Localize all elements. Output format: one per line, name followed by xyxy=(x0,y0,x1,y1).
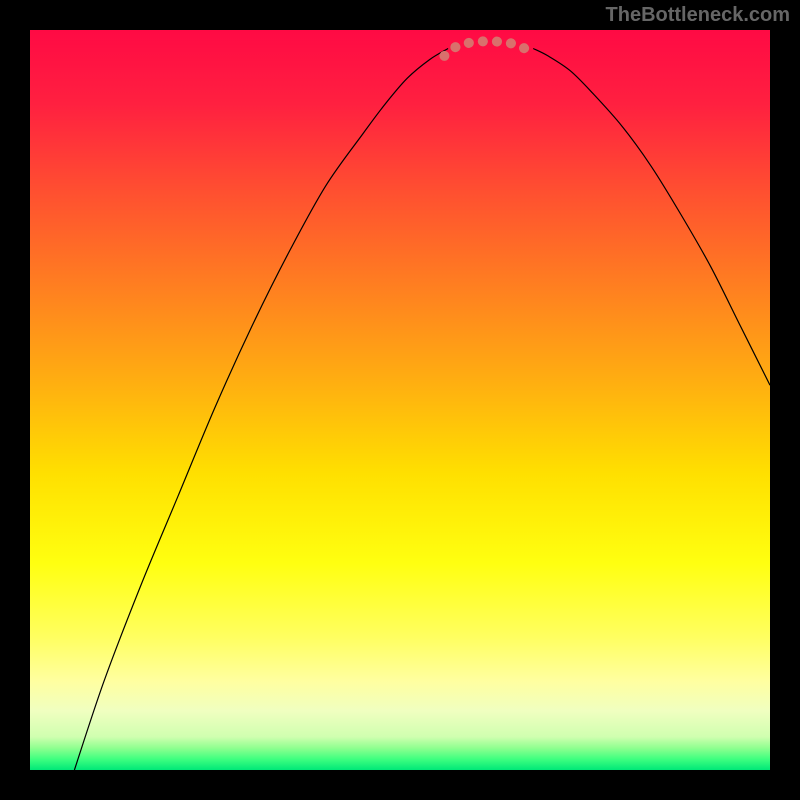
gradient-background xyxy=(30,30,770,770)
chart-svg xyxy=(30,30,770,770)
watermark-text: TheBottleneck.com xyxy=(606,4,790,27)
bottleneck-chart xyxy=(30,30,770,770)
